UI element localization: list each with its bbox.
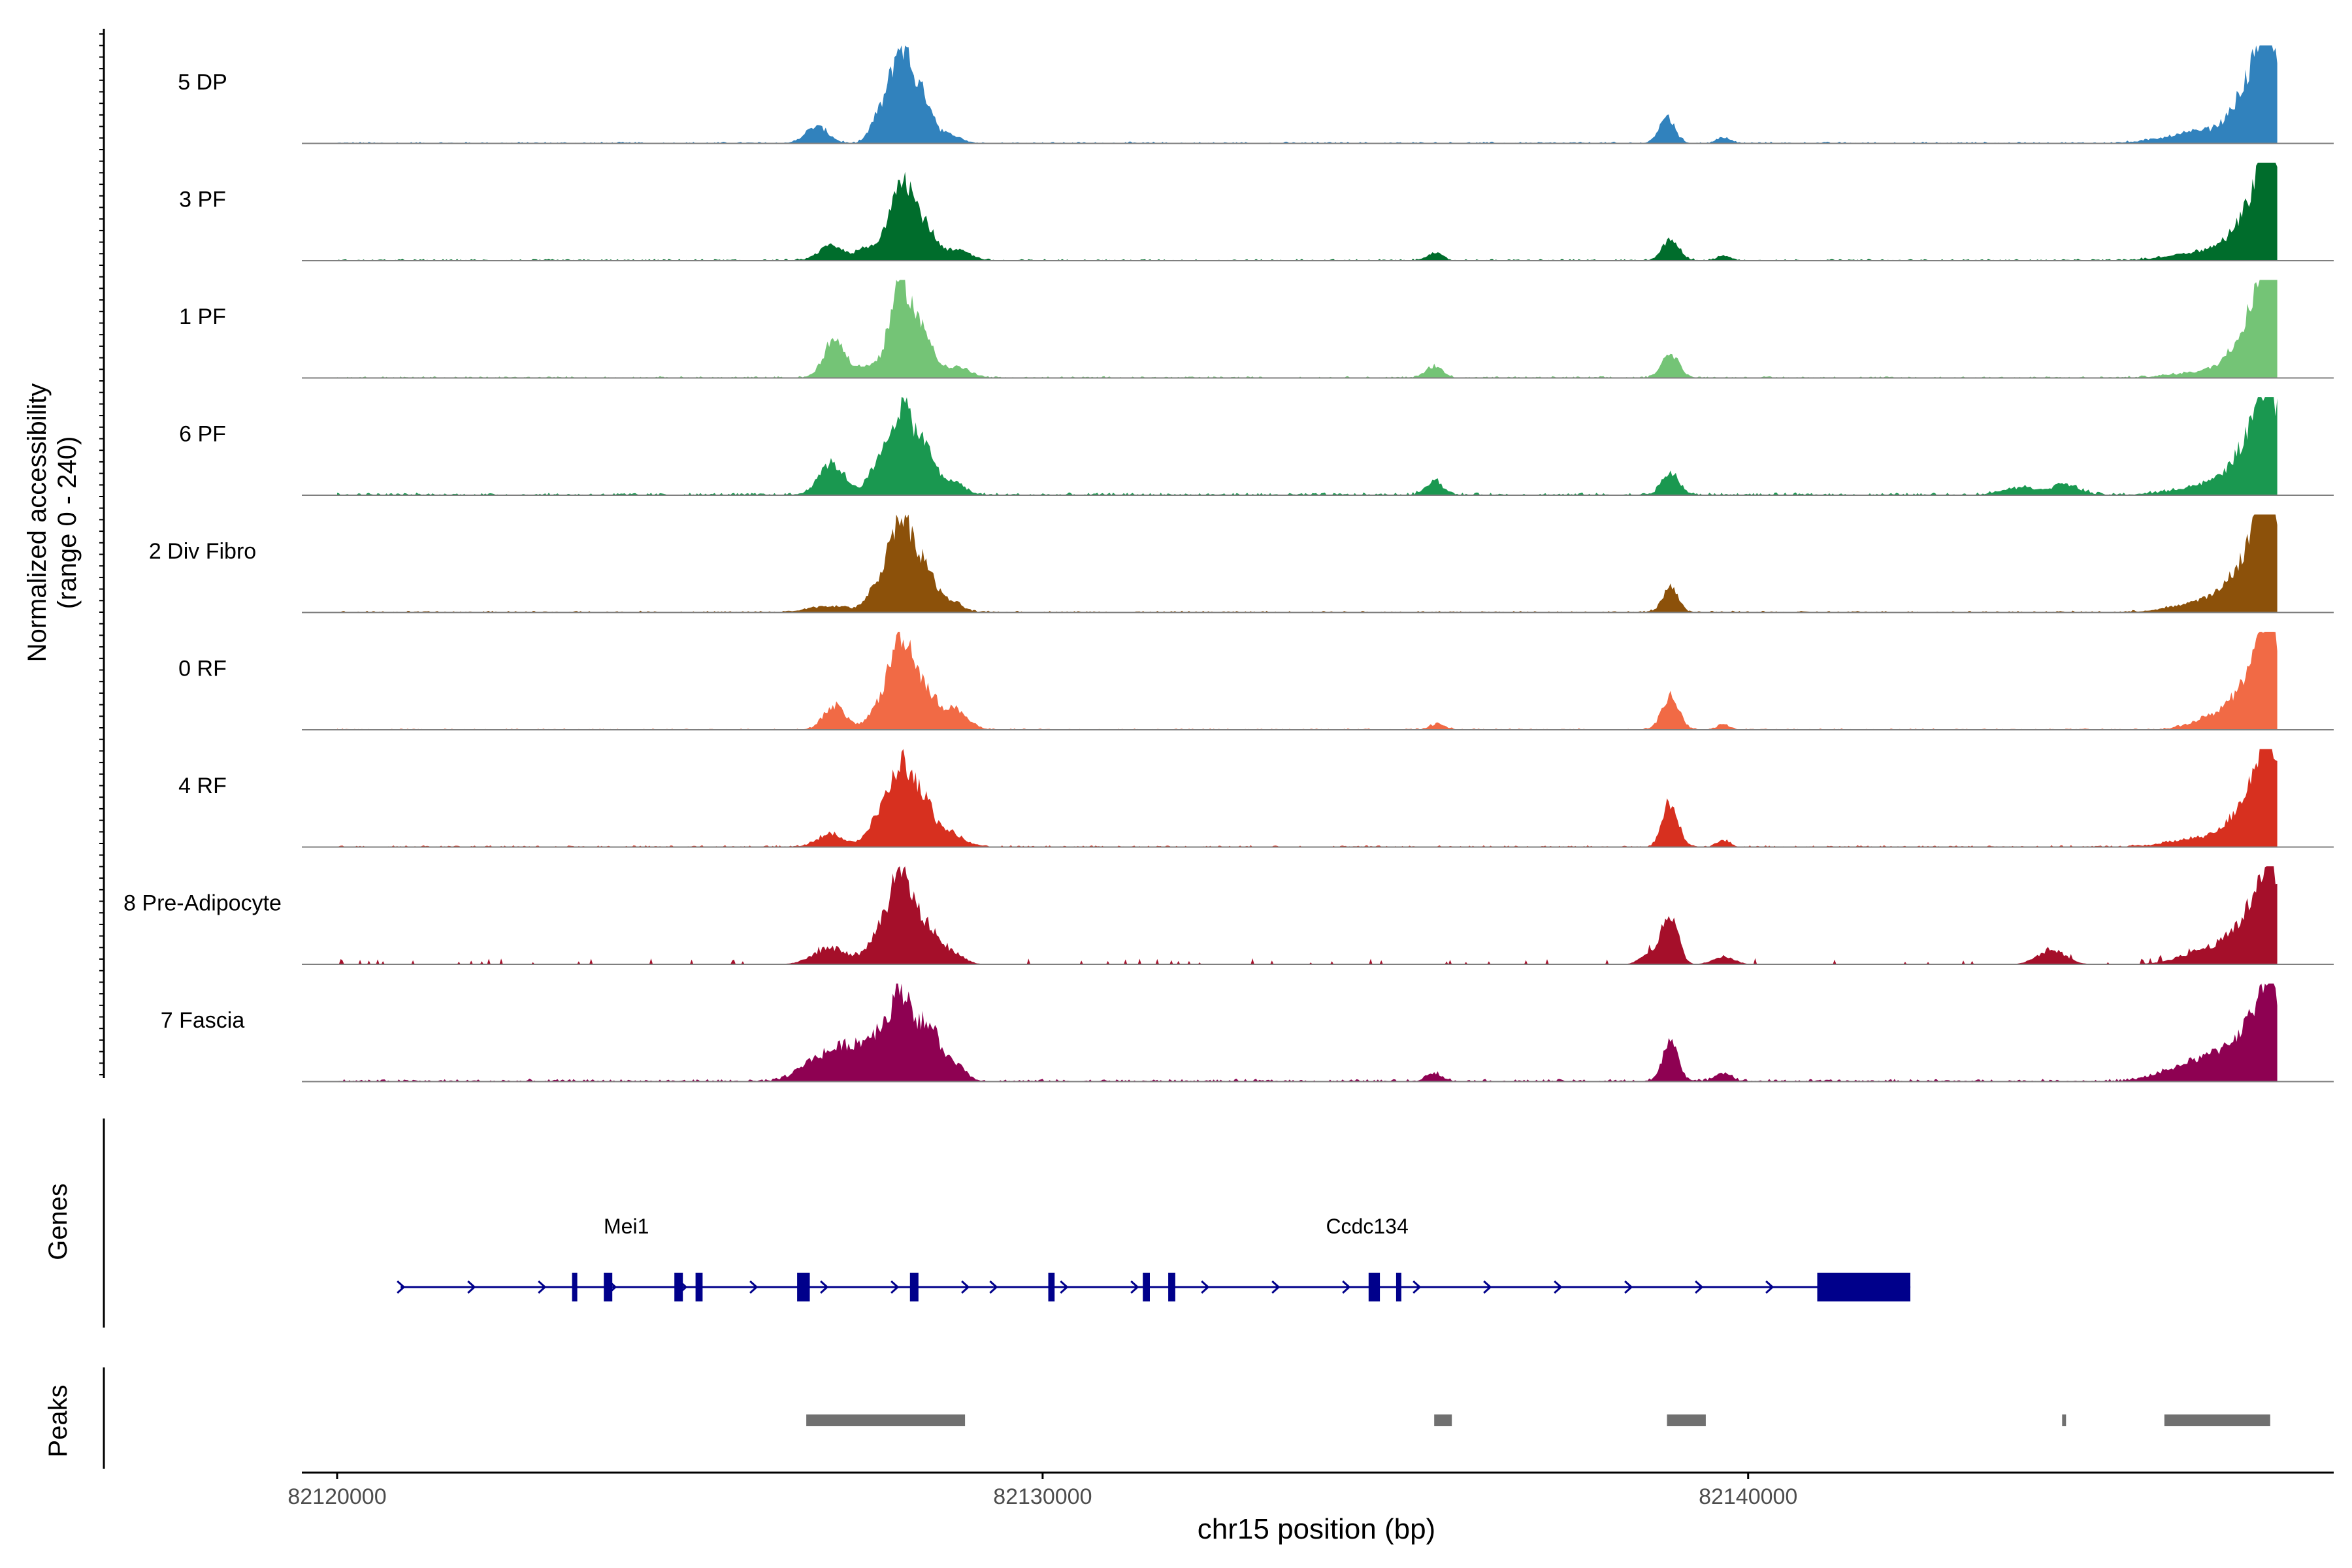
gene-name: Ccdc134 <box>1326 1215 1408 1238</box>
y-axis-label-line1: Normalized accessibility <box>23 384 52 662</box>
track-label: 4 RF <box>178 774 227 798</box>
strand-arrow <box>1201 1280 1210 1294</box>
track-0-rf: 0 RF <box>178 632 2334 730</box>
strand-arrow <box>1130 1280 1139 1294</box>
track-4-rf: 4 RF <box>178 749 2334 848</box>
track-6-pf: 6 PF <box>179 397 2334 496</box>
track-label: 6 PF <box>179 422 226 447</box>
gene-name: Mei1 <box>604 1215 649 1238</box>
exon <box>572 1273 578 1301</box>
gene-mei1: Mei1 <box>397 1215 994 1301</box>
coverage-area <box>337 163 2278 261</box>
exon <box>909 1273 919 1301</box>
track-label: 3 PF <box>179 188 226 212</box>
peak-track <box>806 1414 2270 1426</box>
strand-arrow <box>1413 1280 1422 1294</box>
exon <box>1817 1273 1910 1301</box>
track-2-div-fibro: 2 Div Fibro <box>149 514 2334 613</box>
coverage-area <box>337 632 2278 730</box>
track-label: 7 Fascia <box>161 1008 245 1033</box>
track-8-pre-adipocyte: 8 Pre-Adipocyte <box>123 866 2334 965</box>
track-label: 1 PF <box>179 304 226 329</box>
exon <box>1168 1273 1175 1301</box>
y-axis-ticks <box>99 33 104 1075</box>
strand-arrow <box>890 1280 900 1294</box>
exon <box>1368 1273 1380 1301</box>
strand-arrow <box>1483 1280 1492 1294</box>
strand-arrow <box>1271 1280 1281 1294</box>
strand-arrow <box>397 1280 406 1294</box>
strand-arrow <box>1765 1280 1774 1294</box>
coverage-area <box>337 45 2278 144</box>
strand-arrow <box>1060 1280 1069 1294</box>
x-axis-ticks: 82120000 82130000 82140000 <box>287 1473 1797 1509</box>
gene-track: Mei1 Ccdc134 <box>397 1215 1911 1301</box>
x-tick-label: 82120000 <box>287 1484 386 1509</box>
peaks-track-label: Peaks <box>44 1384 73 1457</box>
track-label: 0 RF <box>178 657 227 681</box>
exon <box>604 1273 613 1301</box>
strand-arrow <box>467 1280 476 1294</box>
strand-arrow <box>1695 1280 1704 1294</box>
strand-arrow <box>1342 1280 1351 1294</box>
coverage-area <box>337 749 2278 847</box>
peak-region <box>2164 1414 2270 1426</box>
x-tick-label: 82140000 <box>1699 1484 1797 1509</box>
gene-ccdc134: Ccdc134 <box>989 1215 1911 1301</box>
track-label: 5 DP <box>178 70 227 95</box>
coverage-area <box>337 280 2278 378</box>
strand-arrow <box>538 1280 547 1294</box>
strand-arrow <box>749 1280 759 1294</box>
exon <box>1143 1273 1150 1301</box>
coverage-area <box>337 397 2278 495</box>
peak-region <box>1434 1414 1452 1426</box>
x-axis-label: chr15 position (bp) <box>1198 1513 1435 1545</box>
strand-arrow <box>1554 1280 1563 1294</box>
coverage-area <box>337 866 2278 964</box>
exon <box>1048 1273 1055 1301</box>
strand-arrow <box>989 1280 998 1294</box>
peak-region <box>2062 1414 2066 1426</box>
coverage-tracks: 5 DP 3 PF 1 PF 6 PF 2 Div Fibro 0 RF 4 RF 8 Pre… <box>123 45 2334 1083</box>
strand-arrow <box>1624 1280 1633 1294</box>
x-tick-label: 82130000 <box>993 1484 1092 1509</box>
track-7-fascia: 7 Fascia <box>161 983 2334 1083</box>
track-5-dp: 5 DP <box>178 45 2334 144</box>
exon <box>797 1273 810 1301</box>
peak-region <box>1667 1414 1706 1426</box>
exon <box>674 1273 683 1301</box>
track-label: 2 Div Fibro <box>149 539 256 564</box>
exon <box>695 1273 703 1301</box>
y-axis-label-line2: (range 0 - 240) <box>53 436 82 610</box>
strand-arrow <box>961 1280 970 1294</box>
peak-region <box>806 1414 966 1426</box>
y-axis-label: Normalized accessibility (range 0 - 240) <box>23 384 82 662</box>
track-label: 8 Pre-Adipocyte <box>123 891 282 916</box>
coverage-area <box>337 514 2278 613</box>
genes-track-label: Genes <box>44 1183 73 1260</box>
exon <box>1396 1273 1401 1301</box>
track-3-pf: 3 PF <box>179 163 2334 261</box>
strand-arrow <box>820 1280 829 1294</box>
coverage-area <box>337 983 2278 1082</box>
track-1-pf: 1 PF <box>179 280 2334 379</box>
